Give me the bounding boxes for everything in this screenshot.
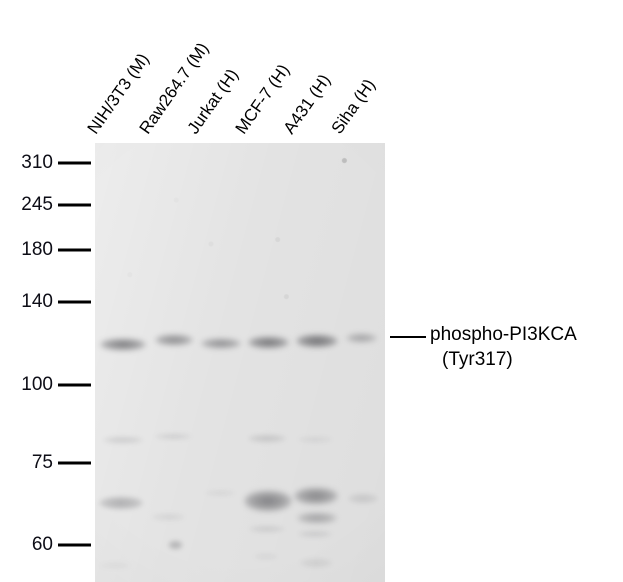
blot-band <box>249 525 285 533</box>
mw-marker-label: 310 <box>21 152 53 173</box>
blot-band <box>100 338 146 351</box>
target-protein-name: phospho-PI3KCA <box>430 324 577 345</box>
blot-band <box>248 336 289 349</box>
target-protein-site: (Tyr317) <box>442 349 513 370</box>
membrane-texture <box>95 143 385 582</box>
mw-marker-tick <box>58 248 91 252</box>
lane-label-6: Siha (H) <box>327 75 379 138</box>
mw-marker-label: 75 <box>31 452 53 473</box>
blot-band <box>248 434 286 443</box>
blot-band <box>294 487 338 505</box>
blot-band <box>152 513 185 521</box>
blot-band <box>297 512 337 524</box>
blot-membrane <box>95 143 385 582</box>
blot-band <box>103 436 143 444</box>
mw-marker-label: 60 <box>31 534 53 555</box>
mw-marker-tick <box>58 461 91 465</box>
blot-band <box>155 334 193 346</box>
blot-band <box>205 490 235 496</box>
mw-marker-label: 180 <box>21 239 53 260</box>
mw-marker-tick <box>58 543 91 547</box>
mw-marker-label: 140 <box>21 291 53 312</box>
mw-marker-label: 100 <box>21 374 53 395</box>
blot-band <box>244 490 292 512</box>
blot-band <box>168 540 183 550</box>
blot-band <box>346 333 377 343</box>
blot-band <box>296 334 338 348</box>
mw-marker-tick <box>58 203 91 207</box>
blot-band <box>100 562 130 569</box>
mw-marker-tick <box>58 161 91 165</box>
blot-band <box>298 530 332 538</box>
annotation-leader-line <box>390 336 426 338</box>
blot-band <box>99 496 143 510</box>
blot-band <box>348 493 378 504</box>
blot-band <box>298 436 332 443</box>
blot-band <box>300 558 332 568</box>
mw-marker-tick <box>58 300 91 304</box>
blot-band <box>155 433 191 440</box>
target-protein-annotation: phospho-PI3KCA (Tyr317) <box>430 322 577 372</box>
membrane-vignette <box>95 143 385 582</box>
mw-marker-tick <box>58 383 91 387</box>
blot-band <box>254 553 278 560</box>
blot-band <box>201 338 241 349</box>
mw-marker-label: 245 <box>21 194 53 215</box>
